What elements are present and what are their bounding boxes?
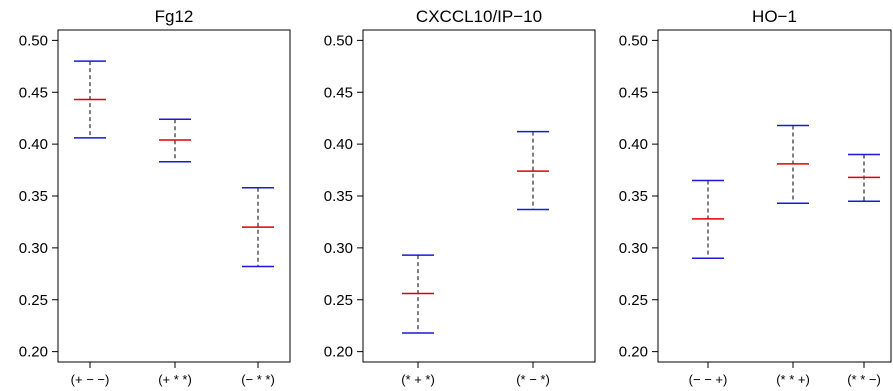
y-tick-label: 0.40 [619, 136, 648, 153]
chart-title: Fg12 [155, 7, 194, 26]
y-tick-label: 0.45 [19, 84, 48, 101]
y-tick-label: 0.25 [324, 292, 353, 309]
x-tick-label: (* − *) [516, 372, 550, 387]
x-tick-label: (+ * *) [158, 372, 192, 387]
x-tick-label: (+ − −) [71, 372, 110, 387]
y-tick-label: 0.45 [324, 84, 353, 101]
y-tick-label: 0.35 [19, 188, 48, 205]
chart-panel-3: HO−1 0.20 0.25 0.30 0.35 0.40 0.45 0.50 (− − +) (… [619, 7, 892, 387]
x-tick-label: (* + *) [401, 372, 435, 387]
y-tick-label: 0.45 [619, 84, 648, 101]
y-tick-label: 0.50 [19, 32, 48, 49]
x-tick-label: (− * *) [241, 372, 275, 387]
plot-frame [57, 29, 291, 363]
y-tick-label: 0.30 [19, 240, 48, 257]
y-tick-label: 0.25 [619, 292, 648, 309]
y-tick-label: 0.30 [619, 240, 648, 257]
y-tick-label: 0.25 [19, 292, 48, 309]
y-tick-label: 0.40 [19, 136, 48, 153]
y-tick-label: 0.20 [19, 344, 48, 361]
plot-frame [657, 29, 892, 363]
chart-panel-1: Fg12 0.20 0.25 0.30 0.35 0.40 0.45 0.50 (+ − −) (… [19, 7, 291, 387]
x-tick-label: (* * −) [847, 372, 881, 387]
y-tick-label: 0.50 [619, 32, 648, 49]
y-tick-label: 0.35 [324, 188, 353, 205]
y-tick-label: 0.20 [324, 344, 353, 361]
chart-title: HO−1 [752, 7, 797, 26]
x-tick-label: (* * +) [776, 372, 810, 387]
y-tick-label: 0.30 [324, 240, 353, 257]
y-tick-label: 0.35 [619, 188, 648, 205]
plot-frame [362, 29, 596, 363]
y-tick-label: 0.20 [619, 344, 648, 361]
chart-panel-2: CXCCL10/IP−10 0.20 0.25 0.30 0.35 0.40 0.45 0.5… [324, 7, 596, 387]
y-tick-label: 0.50 [324, 32, 353, 49]
x-tick-label: (− − +) [689, 372, 728, 387]
chart-title: CXCCL10/IP−10 [416, 7, 542, 26]
y-tick-label: 0.40 [324, 136, 353, 153]
